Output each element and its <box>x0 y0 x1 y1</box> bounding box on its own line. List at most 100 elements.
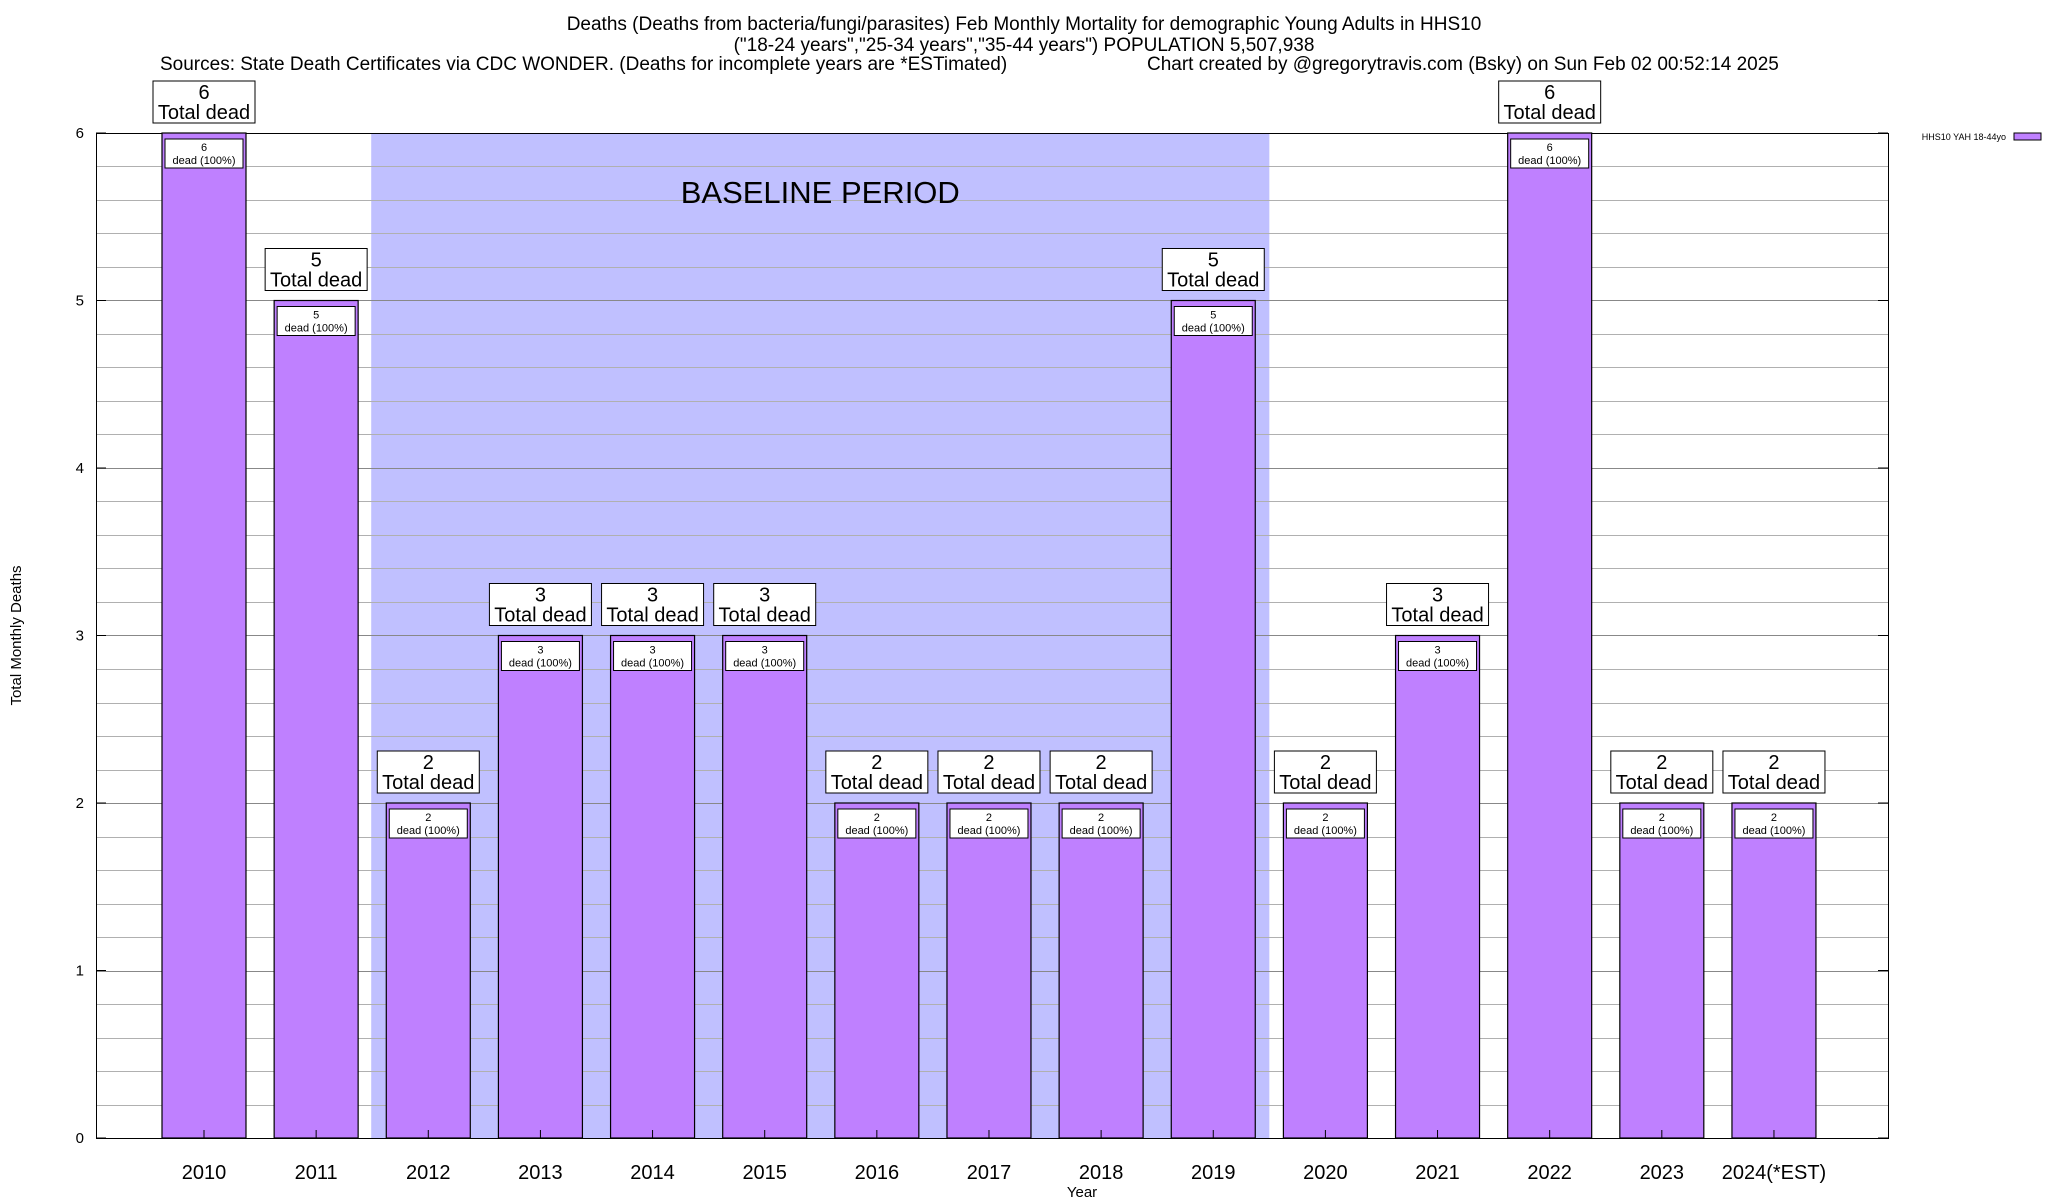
bar-inner-label-box <box>613 641 693 671</box>
bar-inner-label-box <box>1734 808 1814 839</box>
y-tick-label: 4 <box>76 460 84 477</box>
bar-2022 <box>1507 132 1593 1139</box>
bar-inner-label-box <box>1510 138 1590 169</box>
y-tick-label: 1 <box>76 963 84 980</box>
bar-2010 <box>161 132 247 1139</box>
bar-total-label-value: 5 <box>1208 250 1219 272</box>
bar-inner-label-value: 2 <box>425 812 431 824</box>
bar-total-label-text: Total dead <box>158 102 250 124</box>
bar-total-label-value: 5 <box>311 250 322 272</box>
bar-total-label-value: 2 <box>871 752 882 774</box>
bar-inner-label-value: 2 <box>1771 812 1777 824</box>
bar-total-label-text: Total dead <box>1279 772 1371 794</box>
bar-total-label-box <box>713 583 817 626</box>
bar-total-label-value: 3 <box>647 585 658 607</box>
bar-total-label-text: Total dead <box>382 772 474 794</box>
bar-2012 <box>385 802 471 1139</box>
bar-total-label-value: 3 <box>759 585 770 607</box>
bar-total-label-text: Total dead <box>1616 772 1708 794</box>
bar-total-label-box <box>1161 248 1265 291</box>
y-tick-label: 0 <box>76 1130 84 1147</box>
x-axis-label: Year <box>1067 1184 1097 1200</box>
bar-inner-label-value: 6 <box>1547 142 1553 154</box>
bar-inner-label-box <box>500 641 580 671</box>
x-tick-label: 2012 <box>406 1162 451 1184</box>
chart-sources-note: Sources: State Death Certificates via CD… <box>160 54 1008 75</box>
bar-total-label-box <box>1498 80 1602 124</box>
bar-inner-label-box <box>164 138 244 169</box>
bar-2016 <box>834 802 920 1139</box>
bar-inner-label-value: 2 <box>1322 812 1328 824</box>
y-tick-label: 6 <box>76 125 84 142</box>
bar-inner-label-text: dead (100%) <box>1406 658 1469 670</box>
baseline-period-label: BASELINE PERIOD <box>681 175 960 210</box>
bar-total-label-value: 6 <box>198 82 209 104</box>
bar-inner-label-text: dead (100%) <box>285 323 348 335</box>
bar-2020 <box>1282 802 1369 1139</box>
bar-2013 <box>497 634 584 1139</box>
bar-total-label-text: Total dead <box>606 605 698 627</box>
bar-inner-label-value: 3 <box>537 645 543 657</box>
bar-total-label-text: Total dead <box>943 772 1035 794</box>
bar-inner-label-text: dead (100%) <box>173 155 236 167</box>
bar-2023 <box>1619 802 1705 1139</box>
bar-inner-label-text: dead (100%) <box>509 658 572 670</box>
bar-total-label-value: 2 <box>1320 752 1331 774</box>
chart-credit-note: Chart created by @gregorytravis.com (Bsk… <box>1147 54 1779 75</box>
x-tick-label: 2021 <box>1415 1162 1460 1184</box>
bar-inner-label-box <box>276 306 356 336</box>
x-tick-label: 2016 <box>855 1162 900 1184</box>
y-axis-label: Total Monthly Deaths <box>8 565 25 705</box>
bar-2017 <box>946 802 1032 1139</box>
bar-inner-label-box <box>1622 808 1702 839</box>
bar-inner-label-text: dead (100%) <box>397 825 460 837</box>
bar-2014 <box>609 634 696 1139</box>
bar-total-label-box <box>1273 750 1377 794</box>
bar-inner-label-text: dead (100%) <box>1518 155 1581 167</box>
bar-2015 <box>722 634 808 1139</box>
bar-2019 <box>1170 299 1256 1139</box>
bar-2018 <box>1058 802 1144 1139</box>
bar-inner-label-box <box>949 808 1029 839</box>
x-tick-label: 2020 <box>1303 1162 1348 1184</box>
bar-total-label-box <box>1049 750 1153 794</box>
x-tick-label: 2018 <box>1079 1162 1124 1184</box>
bar-total-label-value: 3 <box>535 585 546 607</box>
x-tick-label: 2024(*EST) <box>1722 1162 1827 1184</box>
bar-2021 <box>1394 634 1481 1139</box>
chart-title-line-1: Deaths (Deaths from bacteria/fungi/paras… <box>566 14 1482 35</box>
bar-total-label-value: 2 <box>1656 752 1667 774</box>
bar-total-label-box <box>152 80 256 124</box>
bar-total-label-box <box>937 750 1041 794</box>
bar-total-label-text: Total dead <box>270 270 362 292</box>
bar-2011 <box>273 299 359 1139</box>
legend-swatch <box>2013 132 2042 141</box>
legend-label: HHS10 YAH 18-44yo <box>1922 132 2006 142</box>
bar-total-label-box <box>1610 750 1714 794</box>
bar-total-label-value: 6 <box>1544 82 1555 104</box>
bar-inner-label-text: dead (100%) <box>1182 323 1245 335</box>
bar-total-label-text: Total dead <box>1504 102 1596 124</box>
bar-inner-label-text: dead (100%) <box>733 658 796 670</box>
bar-inner-label-box <box>1061 808 1141 839</box>
bar-inner-label-text: dead (100%) <box>1294 825 1357 837</box>
bar-total-label-text: Total dead <box>1055 772 1147 794</box>
bar-total-label-value: 2 <box>1096 752 1107 774</box>
bar-inner-label-text: dead (100%) <box>957 825 1020 837</box>
bar-inner-label-value: 5 <box>313 310 319 322</box>
bar-2024(*EST) <box>1731 802 1817 1139</box>
bar-inner-label-text: dead (100%) <box>1630 825 1693 837</box>
bar-total-label-text: Total dead <box>1167 270 1259 292</box>
bar-total-label-box <box>488 583 592 626</box>
bar-total-label-box <box>1722 750 1826 794</box>
bar-inner-label-text: dead (100%) <box>1742 825 1805 837</box>
x-tick-label: 2013 <box>518 1162 563 1184</box>
bar-inner-label-value: 2 <box>1098 812 1104 824</box>
bar-total-label-text: Total dead <box>719 605 811 627</box>
x-tick-label: 2014 <box>630 1162 675 1184</box>
bar-total-label-text: Total dead <box>831 772 923 794</box>
bar-total-label-value: 2 <box>1768 752 1779 774</box>
bar-total-label-text: Total dead <box>494 605 586 627</box>
y-tick-label: 2 <box>76 795 84 812</box>
bar-inner-label-value: 5 <box>1210 310 1216 322</box>
